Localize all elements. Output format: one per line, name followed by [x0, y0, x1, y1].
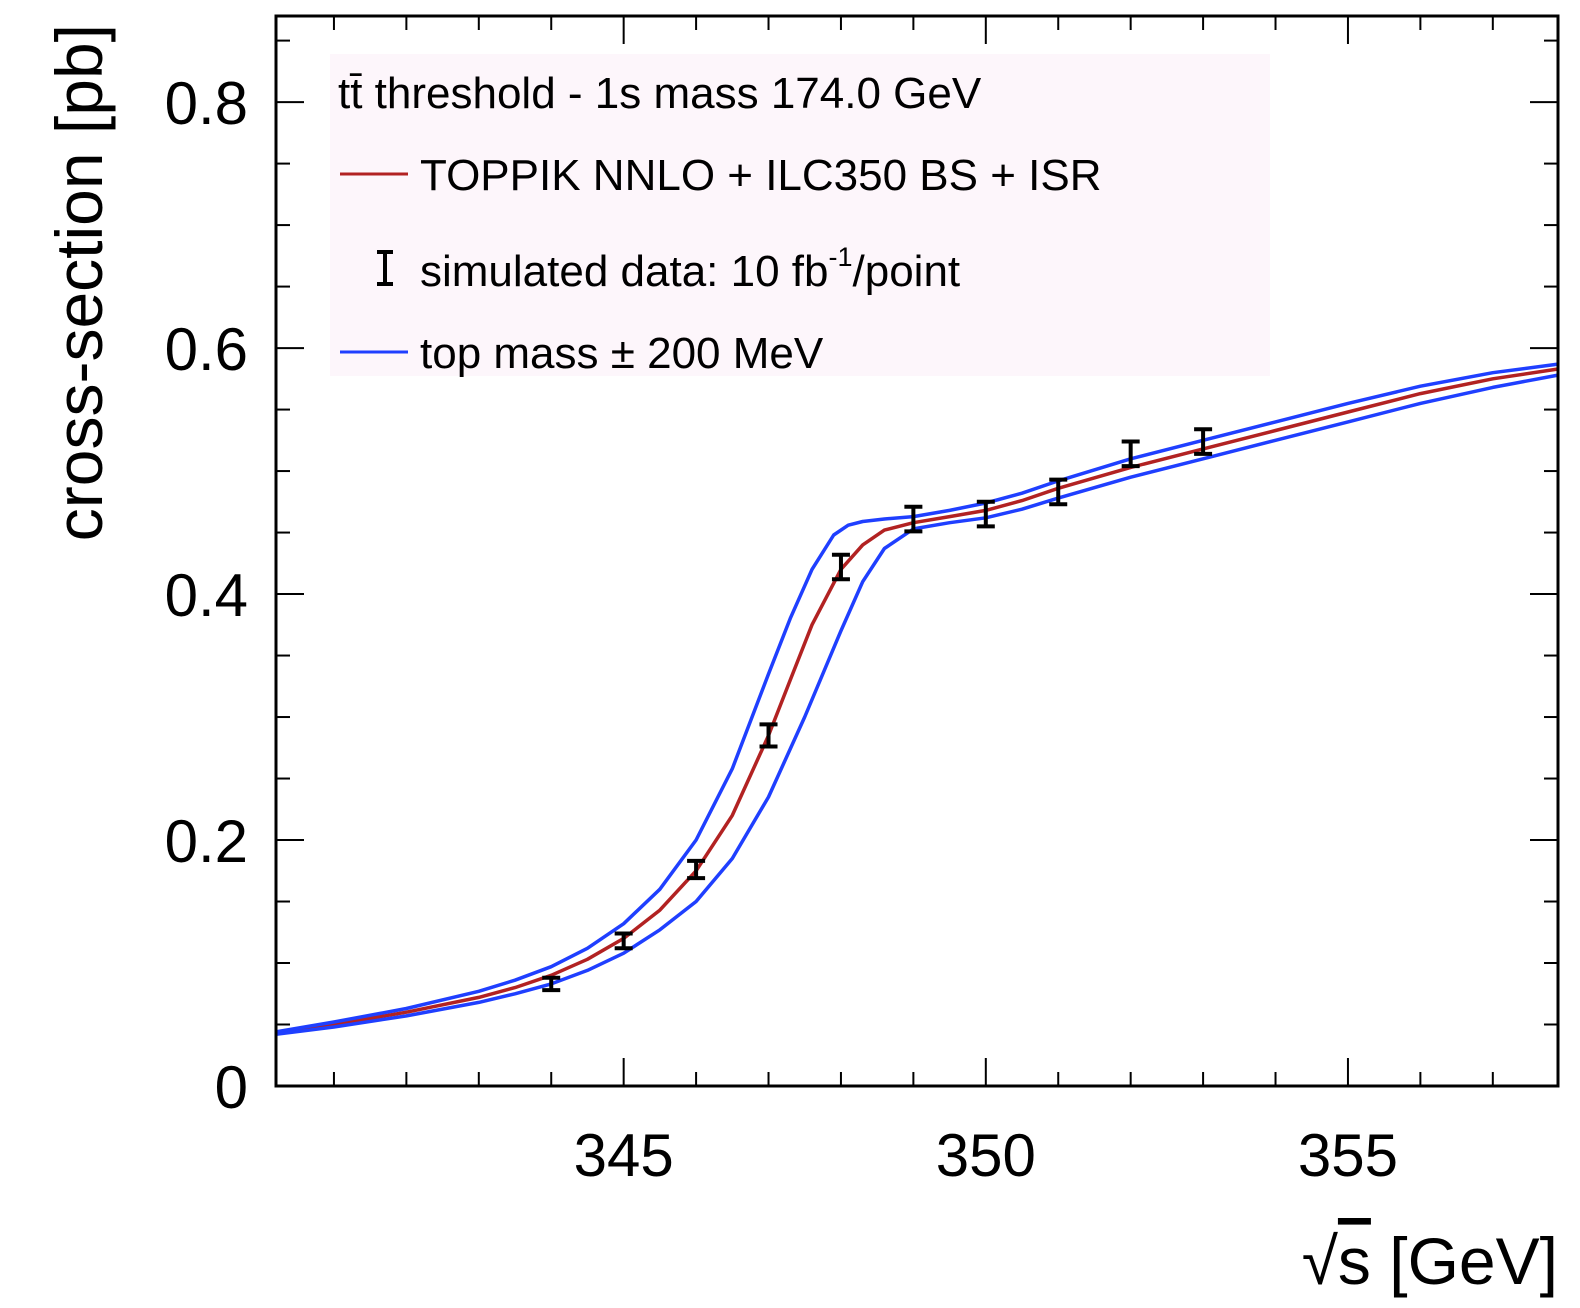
x-axis-title-radical: √ [1302, 1224, 1339, 1298]
x-axis-title-unit: [GeV] [1371, 1224, 1558, 1298]
data-point [904, 504, 923, 534]
data-point [831, 552, 850, 582]
series-line-2 [275, 373, 1559, 1037]
x-axis-title: √s [GeV] [1302, 1224, 1558, 1298]
x-tick-label: 355 [1298, 1122, 1398, 1189]
legend-box [330, 54, 1270, 376]
data-point [542, 975, 561, 993]
y-axis-title: cross-section [pb] [42, 24, 116, 541]
legend-marker-errorbar [377, 250, 393, 286]
data-point [614, 931, 633, 951]
y-tick-label: 0.8 [165, 70, 248, 137]
y-tick-label: 0.4 [165, 562, 248, 629]
legend: tt̄ threshold - 1s mass 174.0 GeV TOPPIK… [330, 54, 1270, 378]
x-tick-label: 350 [936, 1122, 1036, 1189]
axis-tick-labels: 345 350 355 0 0.2 0.4 0.6 0.8 [165, 70, 1398, 1189]
plot-area [275, 362, 1559, 1037]
legend-entry-simulated-data-sup: -1 [828, 242, 852, 272]
data-point [759, 722, 778, 749]
data-point [1049, 477, 1068, 507]
data-point [687, 858, 706, 881]
plot-frame [274, 14, 1560, 1088]
data-point [1194, 427, 1213, 456]
data-point [976, 499, 995, 529]
legend-entry-simulated-data-suffix: /point [853, 247, 961, 296]
data-point [1121, 439, 1140, 469]
y-tick-label: 0.2 [165, 808, 248, 875]
x-axis-title-var: s [1338, 1224, 1371, 1298]
legend-entry-simulated-data-main: simulated data: 10 fb [420, 247, 828, 296]
x-tick-label: 345 [574, 1122, 674, 1189]
y-tick-label: 0.6 [165, 316, 248, 383]
legend-entry-top-mass: top mass ± 200 MeV [420, 329, 824, 378]
legend-entry-toppik: TOPPIK NNLO + ILC350 BS + ISR [420, 151, 1101, 200]
legend-entry-simulated-data: simulated data: 10 fb-1/point [420, 242, 960, 296]
legend-header: tt̄ threshold - 1s mass 174.0 GeV [338, 69, 982, 118]
axis-ticks [276, 16, 1558, 1086]
series-line-1 [275, 362, 1559, 1034]
y-tick-label: 0 [215, 1054, 248, 1121]
